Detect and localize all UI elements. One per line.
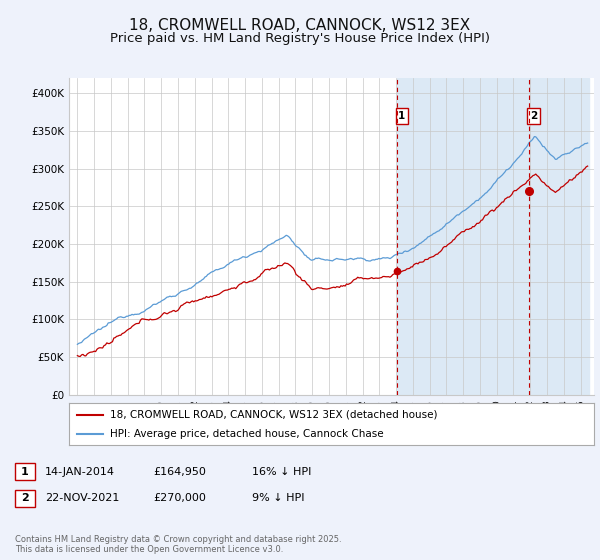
Text: £164,950: £164,950 (153, 466, 206, 477)
Text: 14-JAN-2014: 14-JAN-2014 (45, 466, 115, 477)
Text: 1: 1 (398, 111, 406, 121)
Text: Contains HM Land Registry data © Crown copyright and database right 2025.
This d: Contains HM Land Registry data © Crown c… (15, 535, 341, 554)
Text: 9% ↓ HPI: 9% ↓ HPI (252, 493, 305, 503)
Text: 18, CROMWELL ROAD, CANNOCK, WS12 3EX: 18, CROMWELL ROAD, CANNOCK, WS12 3EX (130, 18, 470, 34)
Text: 16% ↓ HPI: 16% ↓ HPI (252, 466, 311, 477)
Text: £270,000: £270,000 (153, 493, 206, 503)
Text: 18, CROMWELL ROAD, CANNOCK, WS12 3EX (detached house): 18, CROMWELL ROAD, CANNOCK, WS12 3EX (de… (110, 410, 437, 420)
Text: Price paid vs. HM Land Registry's House Price Index (HPI): Price paid vs. HM Land Registry's House … (110, 32, 490, 45)
Bar (397, 78, 589, 395)
Text: 2: 2 (21, 493, 29, 503)
Text: 22-NOV-2021: 22-NOV-2021 (45, 493, 119, 503)
Text: 1: 1 (21, 466, 29, 477)
Text: HPI: Average price, detached house, Cannock Chase: HPI: Average price, detached house, Cann… (110, 430, 383, 439)
Text: 2: 2 (530, 111, 537, 121)
